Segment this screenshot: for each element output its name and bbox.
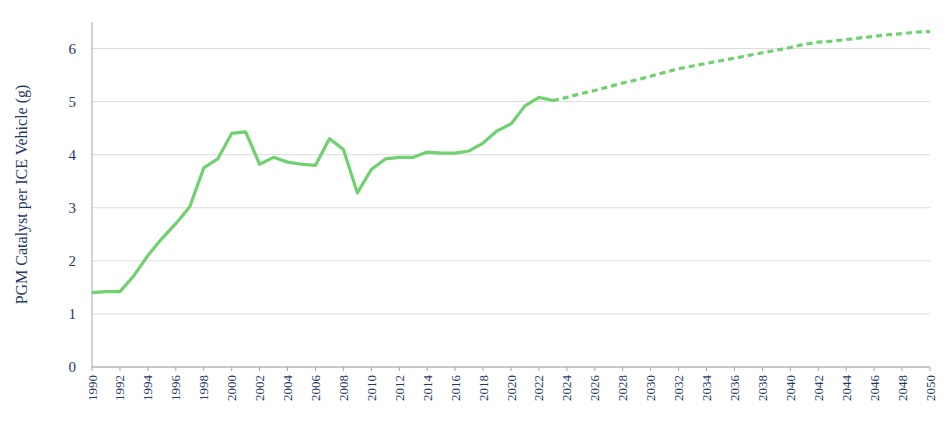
series-line	[553, 32, 930, 101]
y-tick-label: 1	[69, 306, 77, 322]
x-tick	[315, 367, 316, 371]
y-axis-line	[92, 22, 93, 367]
x-tick	[287, 367, 288, 371]
x-tick-label: 1998	[196, 375, 211, 401]
x-tick-label: 2050	[923, 375, 938, 401]
chart: 0 1 2 3 4 5 6 1990 1992 1994 1996 1998 2000 2002 2004 2…	[0, 0, 945, 447]
x-tick	[818, 367, 819, 371]
x-tick	[762, 367, 763, 371]
x-tick-label: 2018	[476, 375, 491, 401]
x-tick	[343, 367, 344, 371]
x-tick-label: 2008	[336, 375, 351, 401]
grid-line	[92, 154, 930, 155]
y-tick-label: 6	[69, 41, 77, 57]
x-tick	[427, 367, 428, 371]
x-tick-label: 2026	[587, 375, 602, 402]
x-tick	[119, 367, 120, 371]
x-tick	[846, 367, 847, 371]
x-tick-label: 2012	[392, 375, 407, 401]
x-tick-label: 1996	[168, 375, 183, 402]
grid-line	[92, 313, 930, 314]
x-tick	[734, 367, 735, 371]
x-tick-label: 1990	[85, 375, 100, 401]
x-tick-label: 2032	[671, 375, 686, 401]
x-tick-label: 2044	[839, 375, 854, 402]
x-tick	[622, 367, 623, 371]
x-tick	[874, 367, 875, 371]
x-tick	[566, 367, 567, 371]
x-tick-label: 2020	[504, 375, 519, 401]
grid-line	[92, 207, 930, 208]
x-tick-label: 2048	[895, 375, 910, 401]
x-tick-label: 2006	[308, 375, 323, 402]
x-tick	[930, 367, 931, 371]
x-tick	[175, 367, 176, 371]
grid-line	[92, 260, 930, 261]
x-tick-label: 2030	[643, 375, 658, 401]
x-tick	[203, 367, 204, 371]
x-tick-label: 2036	[727, 375, 742, 402]
x-tick	[92, 367, 93, 371]
x-tick-label: 2022	[531, 375, 546, 401]
y-axis-label: PGM Catalyst per ICE Vehicle (g)	[13, 85, 31, 305]
x-tick	[650, 367, 651, 371]
x-tick	[371, 367, 372, 371]
x-tick-label: 2038	[755, 375, 770, 401]
x-tick-label: 1994	[140, 375, 155, 402]
series-line	[92, 97, 553, 292]
x-tick	[259, 367, 260, 371]
x-tick-label: 2000	[224, 375, 239, 401]
x-tick-label: 2002	[252, 375, 267, 401]
x-tick	[231, 367, 232, 371]
y-tick-label: 4	[69, 147, 77, 163]
grid-line	[92, 48, 930, 49]
x-tick	[511, 367, 512, 371]
x-tick-label: 2034	[699, 375, 714, 402]
x-tick	[790, 367, 791, 371]
y-tick-label: 0	[69, 359, 77, 375]
x-tick	[538, 367, 539, 371]
x-tick-label: 2010	[364, 375, 379, 401]
y-tick-label: 2	[69, 253, 77, 269]
x-tick-label: 2042	[811, 375, 826, 401]
x-tick-label: 2040	[783, 375, 798, 401]
x-tick	[399, 367, 400, 371]
x-tick-label: 2028	[615, 375, 630, 401]
x-tick	[902, 367, 903, 371]
x-tick-label: 2004	[280, 375, 295, 402]
x-tick-label: 2014	[420, 375, 435, 402]
y-tick-label: 3	[69, 200, 77, 216]
grid-line	[92, 101, 930, 102]
x-tick-label: 1992	[112, 375, 127, 401]
x-tick-label: 2046	[867, 375, 882, 402]
y-tick-label: 5	[69, 94, 77, 110]
x-tick-label: 2016	[448, 375, 463, 402]
x-tick	[706, 367, 707, 371]
x-tick	[147, 367, 148, 371]
plot-area	[92, 32, 930, 293]
x-tick	[455, 367, 456, 371]
x-tick	[678, 367, 679, 371]
x-tick	[594, 367, 595, 371]
x-tick-label: 2024	[559, 375, 574, 402]
x-tick	[483, 367, 484, 371]
